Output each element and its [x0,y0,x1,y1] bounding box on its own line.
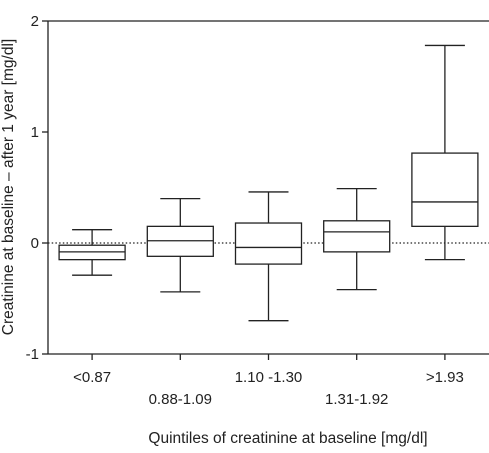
x-tick-label: 1.10 -1.30 [235,369,303,386]
x-tick-label: >1.93 [426,369,464,386]
interquartile-box [323,220,391,253]
y-tick-label: 1 [31,124,39,141]
box-2 [146,197,214,293]
boxes-group [58,44,479,322]
y-tick-label: 2 [31,13,39,30]
interquartile-box [234,222,303,265]
box-4 [323,187,391,291]
x-tick-label: 0.88-1.09 [149,391,212,408]
box-1 [58,229,126,276]
x-tick-label: <0.87 [73,369,111,386]
y-tick-label: -1 [26,346,39,363]
x-tick-label: 1.31-1.92 [325,391,388,408]
interquartile-box [411,152,479,227]
box-3 [234,191,303,322]
x-axis-title: Quintiles of creatinine at baseline [mg/… [148,430,427,447]
y-axis-title: Creatinine at baseline – after 1 year [m… [0,39,17,335]
axes-group: -1 0 1 2 <0.87 0.88-1.09 1.10 -1.30 1.31-1.92 >1… [26,13,489,408]
y-tick-label: 0 [31,235,39,252]
box-5 [411,44,479,261]
